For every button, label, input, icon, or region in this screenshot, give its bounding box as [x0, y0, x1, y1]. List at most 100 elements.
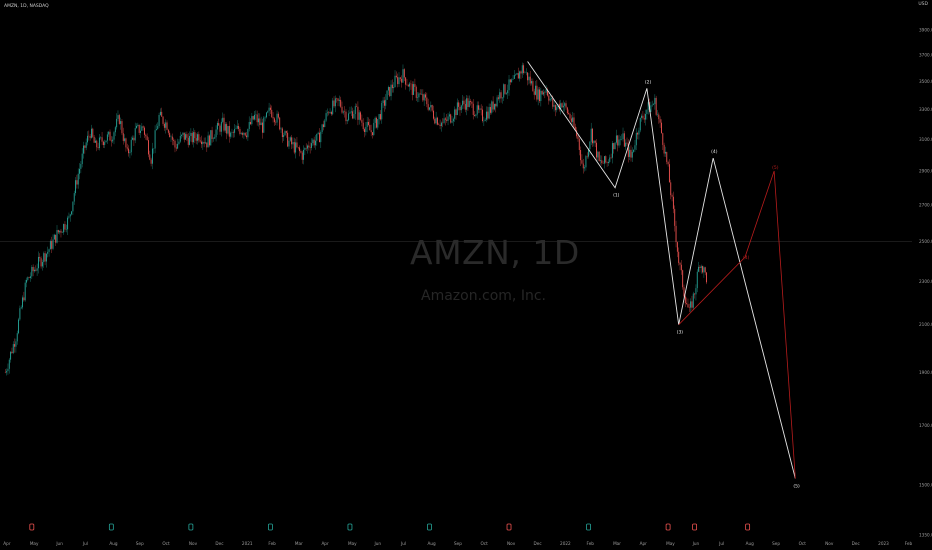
candle-body	[232, 132, 234, 133]
candle-body	[27, 277, 29, 280]
candle-body	[31, 266, 33, 277]
candle-body	[319, 132, 320, 143]
y-tick-label: 1350.00	[919, 533, 932, 538]
candle-body	[641, 115, 643, 118]
candle-body	[73, 193, 75, 202]
candle-body	[550, 98, 552, 99]
x-tick-label: Oct	[162, 541, 170, 546]
candle-body	[471, 101, 473, 104]
candle-body	[114, 127, 116, 133]
candle-body	[320, 132, 322, 143]
candle-body	[349, 112, 351, 114]
candle-body	[588, 149, 590, 157]
candle-body	[75, 180, 77, 194]
candle-body	[182, 132, 184, 135]
candle-body	[52, 239, 54, 249]
candle-body	[312, 139, 314, 144]
candle-body	[324, 120, 326, 128]
candle-body	[444, 118, 446, 120]
candle-body	[317, 132, 319, 134]
candle-body	[430, 105, 432, 108]
candle-body	[142, 126, 144, 128]
candle-body	[553, 105, 555, 107]
candle-body	[191, 132, 193, 143]
candle-body	[666, 151, 668, 162]
candle-body	[254, 114, 255, 120]
candle-body	[383, 100, 385, 106]
candle-body	[334, 98, 336, 107]
candle-body	[552, 98, 554, 107]
candle-body	[692, 293, 694, 308]
candle-body	[361, 119, 363, 123]
candle-body	[250, 121, 251, 125]
candle-body	[704, 267, 706, 273]
event-marker	[347, 523, 353, 531]
candle-body	[311, 143, 312, 148]
candle-body	[596, 142, 597, 158]
candle-body	[57, 230, 59, 233]
candle-body	[41, 262, 43, 267]
candle-body	[431, 105, 433, 111]
candle-body	[109, 131, 111, 141]
candle-body	[248, 121, 250, 129]
candle-body	[460, 105, 462, 111]
candle-body	[702, 266, 704, 273]
y-tick-label: 3300.00	[919, 107, 932, 112]
candle-body	[601, 160, 603, 164]
candle-body	[49, 241, 51, 250]
candle-body	[285, 131, 287, 133]
x-tick-label: Jun	[55, 541, 63, 546]
x-tick-label: Apr	[640, 541, 648, 546]
candle-body	[145, 134, 147, 137]
candle-body	[389, 87, 391, 97]
candle-body	[260, 122, 262, 126]
candle-body	[186, 134, 188, 138]
wave-label-primary: (1)	[613, 193, 620, 199]
candle-body	[427, 104, 429, 110]
candle-body	[11, 351, 13, 354]
candle-body	[675, 225, 677, 243]
candle-body	[488, 107, 490, 119]
candle-body	[328, 112, 330, 114]
candle-body	[35, 269, 37, 271]
event-marker	[692, 523, 698, 531]
x-tick-label: Jul	[718, 541, 724, 546]
candle-body	[110, 140, 112, 142]
candle-body	[72, 201, 74, 212]
candle-body	[414, 84, 416, 87]
candle-body	[69, 214, 71, 217]
currency-label: USD	[918, 2, 928, 7]
candle-body	[532, 81, 534, 92]
candle-body	[496, 97, 498, 107]
candle-body	[699, 266, 701, 268]
candle-body	[434, 118, 436, 124]
candle-body	[228, 126, 230, 137]
candle-body	[358, 112, 360, 120]
candle-body	[511, 79, 513, 83]
candle-body	[626, 142, 628, 144]
candle-body	[470, 100, 472, 102]
candle-body	[313, 139, 315, 146]
candle-body	[341, 106, 343, 113]
candle-body	[535, 85, 536, 95]
candle-body	[536, 85, 538, 100]
candle-body	[573, 117, 575, 127]
candle-body	[18, 319, 20, 334]
candle-body	[409, 83, 411, 87]
candle-body	[149, 154, 151, 160]
candle-body	[352, 111, 354, 119]
candle-body	[10, 351, 12, 360]
candle-body	[646, 109, 648, 115]
candle-body	[105, 140, 107, 143]
candle-body	[273, 118, 275, 123]
candle-body	[315, 140, 316, 146]
candle-body	[605, 156, 607, 163]
candle-body	[574, 126, 576, 131]
candle-body	[104, 142, 106, 145]
candle-body	[169, 132, 171, 137]
candle-body	[376, 117, 377, 128]
x-tick-label: May	[30, 541, 39, 546]
x-tick-label: Feb	[587, 541, 595, 546]
candle-body	[87, 135, 88, 143]
